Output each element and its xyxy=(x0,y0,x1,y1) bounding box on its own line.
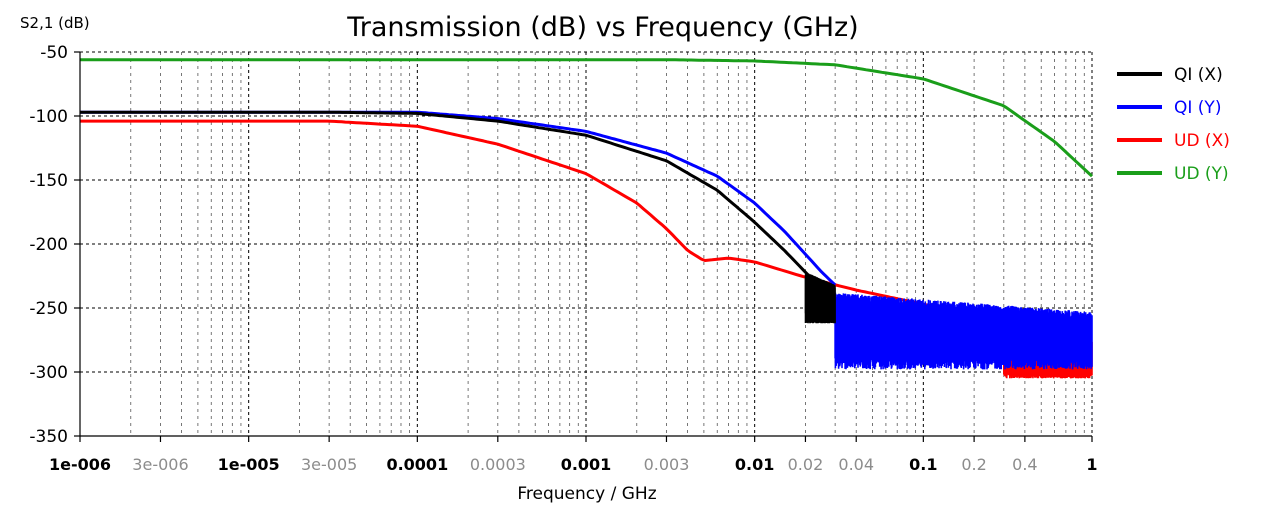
tick-labels: -50 -100 -150 -200 -250 -300 -350 1e-006 3e-006 1… xyxy=(29,43,1097,474)
series-qi-x xyxy=(80,110,836,324)
x-tick-label: 0.01 xyxy=(735,455,774,474)
y-tick-label: -100 xyxy=(29,107,68,127)
series-noise-band xyxy=(834,292,1093,370)
series-noise-band xyxy=(804,272,836,324)
legend-label: QI (X) xyxy=(1174,65,1223,85)
y-tick-label: -250 xyxy=(29,299,68,319)
x-tick-label: 0.0001 xyxy=(386,455,448,474)
grid xyxy=(79,51,1093,437)
x-tick-label: 0.001 xyxy=(561,455,612,474)
legend-label: UD (X) xyxy=(1174,131,1230,151)
series-line xyxy=(80,58,1094,178)
y-tick-label: -300 xyxy=(29,363,68,383)
axes xyxy=(74,51,1093,442)
x-tick-label: 3e-005 xyxy=(301,455,357,474)
x-tick-label: 0.1 xyxy=(909,455,937,474)
x-tick-label: 0.003 xyxy=(644,455,690,474)
x-tick-label: 0.0003 xyxy=(470,455,526,474)
y-tick-label: -350 xyxy=(29,427,68,447)
chart-title: Transmission (dB) vs Frequency (GHz) xyxy=(346,12,858,43)
x-tick-label: 0.4 xyxy=(1012,455,1037,474)
legend-label: UD (Y) xyxy=(1174,164,1229,184)
x-tick-label: 0.04 xyxy=(838,455,874,474)
x-tick-label: 1e-005 xyxy=(218,455,280,474)
y-tick-label: -150 xyxy=(29,171,68,191)
x-tick-label: 3e-006 xyxy=(132,455,188,474)
series-line xyxy=(80,110,823,290)
series-layer xyxy=(80,58,1094,379)
legend-label: QI (Y) xyxy=(1174,98,1221,118)
series-line xyxy=(80,119,1026,333)
x-tick-label: 0.02 xyxy=(788,455,824,474)
y-tick-label: -200 xyxy=(29,235,68,255)
x-axis-label: Frequency / GHz xyxy=(517,484,656,504)
legend: QI (X) QI (Y) UD (X) UD (Y) xyxy=(1117,65,1230,184)
x-tick-label: 1 xyxy=(1086,455,1097,474)
y-tick-label: -50 xyxy=(40,43,68,63)
y-axis-label: S2,1 (dB) xyxy=(20,14,90,32)
x-tick-label: 0.2 xyxy=(961,455,986,474)
series-ud-y xyxy=(80,58,1094,178)
x-tick-label: 1e-006 xyxy=(49,455,111,474)
